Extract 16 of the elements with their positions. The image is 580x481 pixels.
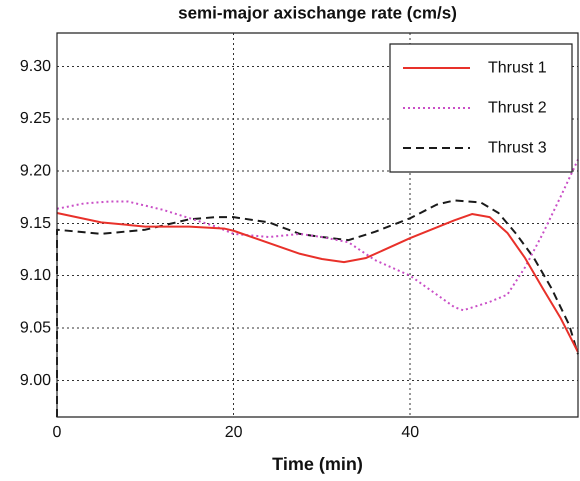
legend-label: Thrust 1: [488, 59, 547, 76]
y-tick-label: 9.15: [20, 214, 52, 232]
line-series: [56, 158, 579, 312]
y-tick-label: 9.20: [20, 162, 52, 180]
y-tick-label: 9.10: [20, 267, 52, 284]
legend-label: Thrust 2: [488, 99, 547, 116]
x-tick-label: 0: [52, 424, 62, 442]
chart-title: semi-major axischange rate (cm/s): [178, 4, 457, 23]
x-tick-label: 40: [401, 424, 420, 442]
legend-label: Thrust 3: [488, 139, 547, 156]
x-axis-title: Time (min): [272, 454, 363, 474]
y-tick-label: 9.00: [20, 372, 52, 389]
y-tick-label: 9.30: [20, 58, 52, 75]
y-tick-label: 9.25: [20, 110, 52, 128]
x-tick-label: 20: [224, 424, 243, 442]
y-tick-label: 9.05: [20, 319, 52, 336]
